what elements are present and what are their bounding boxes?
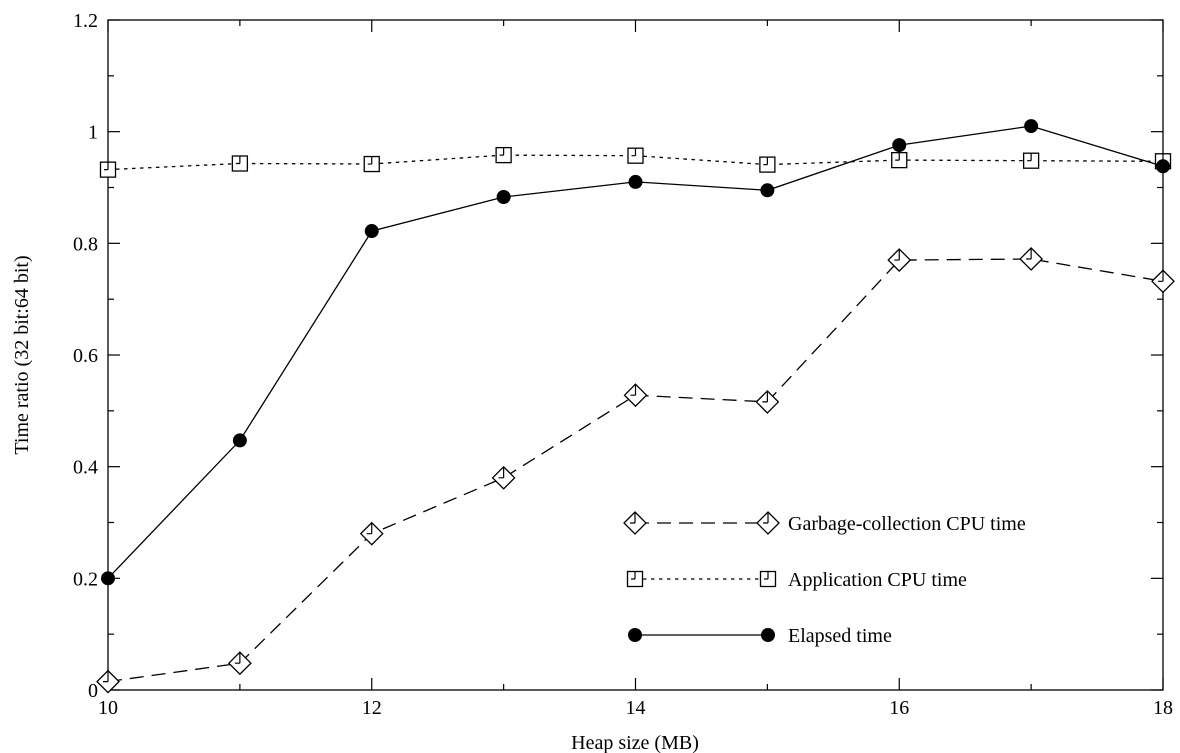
- diamond-marker-tick: [234, 652, 241, 664]
- x-tick-labels: 10 12 14 16 18: [98, 697, 1173, 719]
- diamond-marker-tick: [762, 390, 768, 403]
- data-point: [626, 570, 644, 588]
- y-tick-label: 1: [88, 122, 98, 144]
- diamond-marker-tick: [1026, 247, 1032, 260]
- data-point: [359, 521, 384, 546]
- y-tick-label: 0.4: [73, 457, 98, 479]
- circle-marker: [364, 224, 379, 239]
- diamond-marker-tick: [498, 466, 505, 479]
- data-point: [756, 511, 780, 535]
- data-point: [887, 248, 912, 273]
- series-1: [96, 247, 1175, 694]
- data-point: [623, 511, 647, 535]
- data-point: [232, 433, 247, 448]
- y-axis-title: Time ratio (32 bit:64 bit): [11, 255, 33, 454]
- square-marker-tick: [499, 147, 505, 156]
- series-3: [101, 119, 1170, 586]
- series-layer: [96, 119, 1175, 694]
- data-point: [1151, 269, 1175, 294]
- data-point: [623, 383, 648, 408]
- data-point: [755, 389, 780, 414]
- data-point: [761, 628, 775, 642]
- legend-label: Elapsed time: [788, 625, 892, 647]
- data-point: [1024, 119, 1039, 134]
- square-marker-tick: [104, 162, 109, 171]
- circle-marker: [628, 174, 643, 189]
- circle-marker: [761, 628, 775, 642]
- data-point: [495, 146, 512, 164]
- data-point: [628, 174, 643, 189]
- legend-label: Application CPU time: [788, 569, 967, 591]
- y-tick-label: 0.8: [73, 233, 98, 255]
- legend-item-2: Application CPU time: [626, 569, 967, 591]
- circle-marker: [628, 628, 642, 642]
- plot-frame: [107, 19, 1164, 691]
- data-point: [1156, 159, 1170, 174]
- diamond-marker-tick: [366, 522, 373, 535]
- data-point: [364, 224, 379, 239]
- data-point: [891, 151, 908, 169]
- data-point: [759, 156, 776, 173]
- data-point: [759, 570, 777, 588]
- axis-ticks: [107, 19, 1164, 691]
- data-point: [1019, 247, 1044, 271]
- series-line: [107, 154, 1164, 171]
- data-point: [101, 571, 115, 586]
- series-2: [99, 146, 1172, 178]
- legend: Garbage-collection CPU time Application C…: [623, 511, 1026, 647]
- data-point: [627, 147, 644, 164]
- legend-label: Garbage-collection CPU time: [788, 513, 1026, 535]
- circle-marker: [760, 183, 775, 198]
- x-tick-label: 10: [98, 697, 118, 719]
- x-tick-label: 16: [889, 697, 909, 719]
- diamond-marker-tick: [103, 670, 109, 683]
- square-marker-tick: [631, 148, 637, 157]
- series-line: [107, 125, 1164, 579]
- diamond-marker-tick: [894, 249, 900, 261]
- square-marker-tick: [367, 156, 373, 165]
- circle-marker: [1156, 159, 1170, 174]
- square-marker-tick: [631, 571, 636, 580]
- x-tick-label: 12: [362, 697, 382, 719]
- data-point: [231, 155, 249, 172]
- data-point: [1022, 152, 1040, 169]
- x-tick-label: 14: [626, 697, 646, 719]
- diamond-marker-tick: [630, 384, 637, 396]
- y-tick-label: 0.2: [73, 568, 98, 590]
- x-axis-title: Heap size (MB): [571, 732, 699, 753]
- legend-item-1: Garbage-collection CPU time: [623, 511, 1026, 535]
- diamond-marker-tick: [763, 512, 769, 524]
- data-point: [96, 669, 120, 694]
- circle-marker: [232, 433, 247, 448]
- square-marker-tick: [764, 571, 769, 580]
- x-tick-label: 18: [1153, 697, 1173, 719]
- square-marker-tick: [1027, 153, 1032, 162]
- circle-marker: [101, 571, 115, 586]
- square-marker-tick: [235, 155, 241, 165]
- y-tick-label: 0.6: [73, 345, 98, 367]
- y-tick-labels: 0 0.2 0.4 0.6 0.8 1 1.2: [73, 10, 98, 702]
- data-point: [227, 651, 252, 676]
- legend-item-3: Elapsed time: [628, 625, 892, 647]
- circle-marker: [892, 138, 907, 153]
- data-point: [760, 183, 775, 198]
- diamond-marker-tick: [630, 512, 636, 524]
- y-tick-label: 0: [88, 680, 98, 702]
- circle-marker: [496, 189, 511, 204]
- data-point: [892, 138, 907, 153]
- square-marker-tick: [763, 157, 768, 166]
- circle-marker: [1024, 119, 1039, 134]
- data-point: [628, 628, 642, 642]
- y-tick-label: 1.2: [73, 10, 98, 32]
- data-point: [99, 161, 117, 178]
- data-point: [491, 465, 516, 490]
- data-point: [363, 155, 380, 173]
- diamond-marker-tick: [1158, 270, 1164, 282]
- series-line: [107, 258, 1164, 683]
- square-marker-tick: [895, 152, 900, 161]
- data-point: [496, 189, 511, 204]
